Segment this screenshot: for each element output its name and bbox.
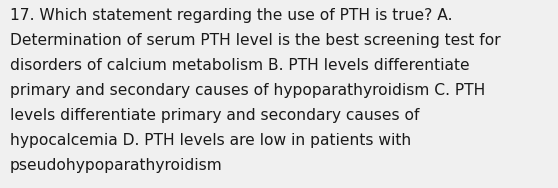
Text: 17. Which statement regarding the use of PTH is true? A.: 17. Which statement regarding the use of… — [10, 8, 453, 24]
Text: levels differentiate primary and secondary causes of: levels differentiate primary and seconda… — [10, 108, 420, 124]
Text: pseudohypoparathyroidism: pseudohypoparathyroidism — [10, 158, 223, 174]
Text: hypocalcemia D. PTH levels are low in patients with: hypocalcemia D. PTH levels are low in pa… — [10, 133, 411, 149]
Text: disorders of calcium metabolism B. PTH levels differentiate: disorders of calcium metabolism B. PTH l… — [10, 58, 470, 74]
Text: primary and secondary causes of hypoparathyroidism C. PTH: primary and secondary causes of hypopara… — [10, 83, 485, 99]
Text: Determination of serum PTH level is the best screening test for: Determination of serum PTH level is the … — [10, 33, 501, 49]
